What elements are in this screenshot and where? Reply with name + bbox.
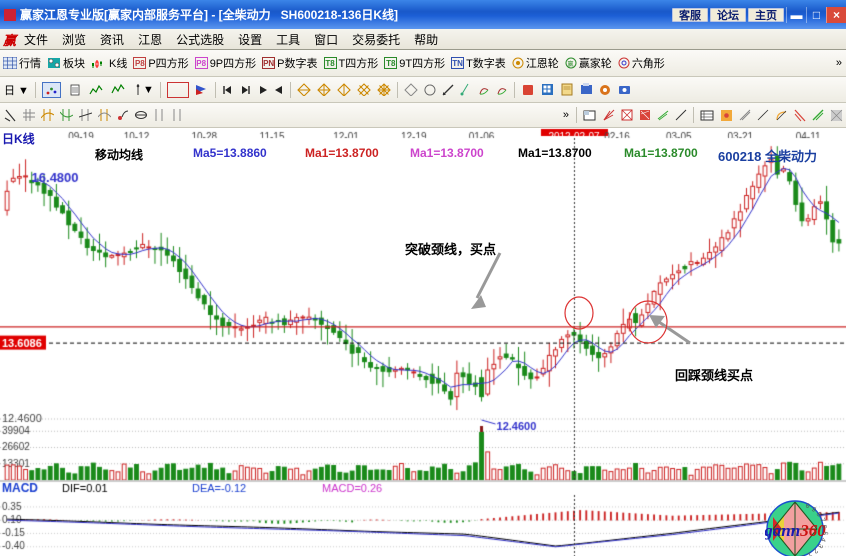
- svg-text:6: 6: [819, 524, 828, 530]
- svg-text:3: 3: [98, 83, 102, 85]
- svg-text:5: 5: [820, 531, 828, 536]
- svg-text:21: 21: [524, 83, 531, 86]
- svg-text:9: 9: [120, 83, 124, 85]
- svg-text:gann360: gann360: [765, 521, 826, 540]
- svg-text:仪: 仪: [171, 84, 182, 86]
- svg-text:n²: n²: [171, 109, 178, 110]
- svg-text:F: F: [757, 109, 764, 112]
- svg-text:0: 0: [800, 552, 806, 556]
- svg-text:赢: 赢: [567, 60, 573, 68]
